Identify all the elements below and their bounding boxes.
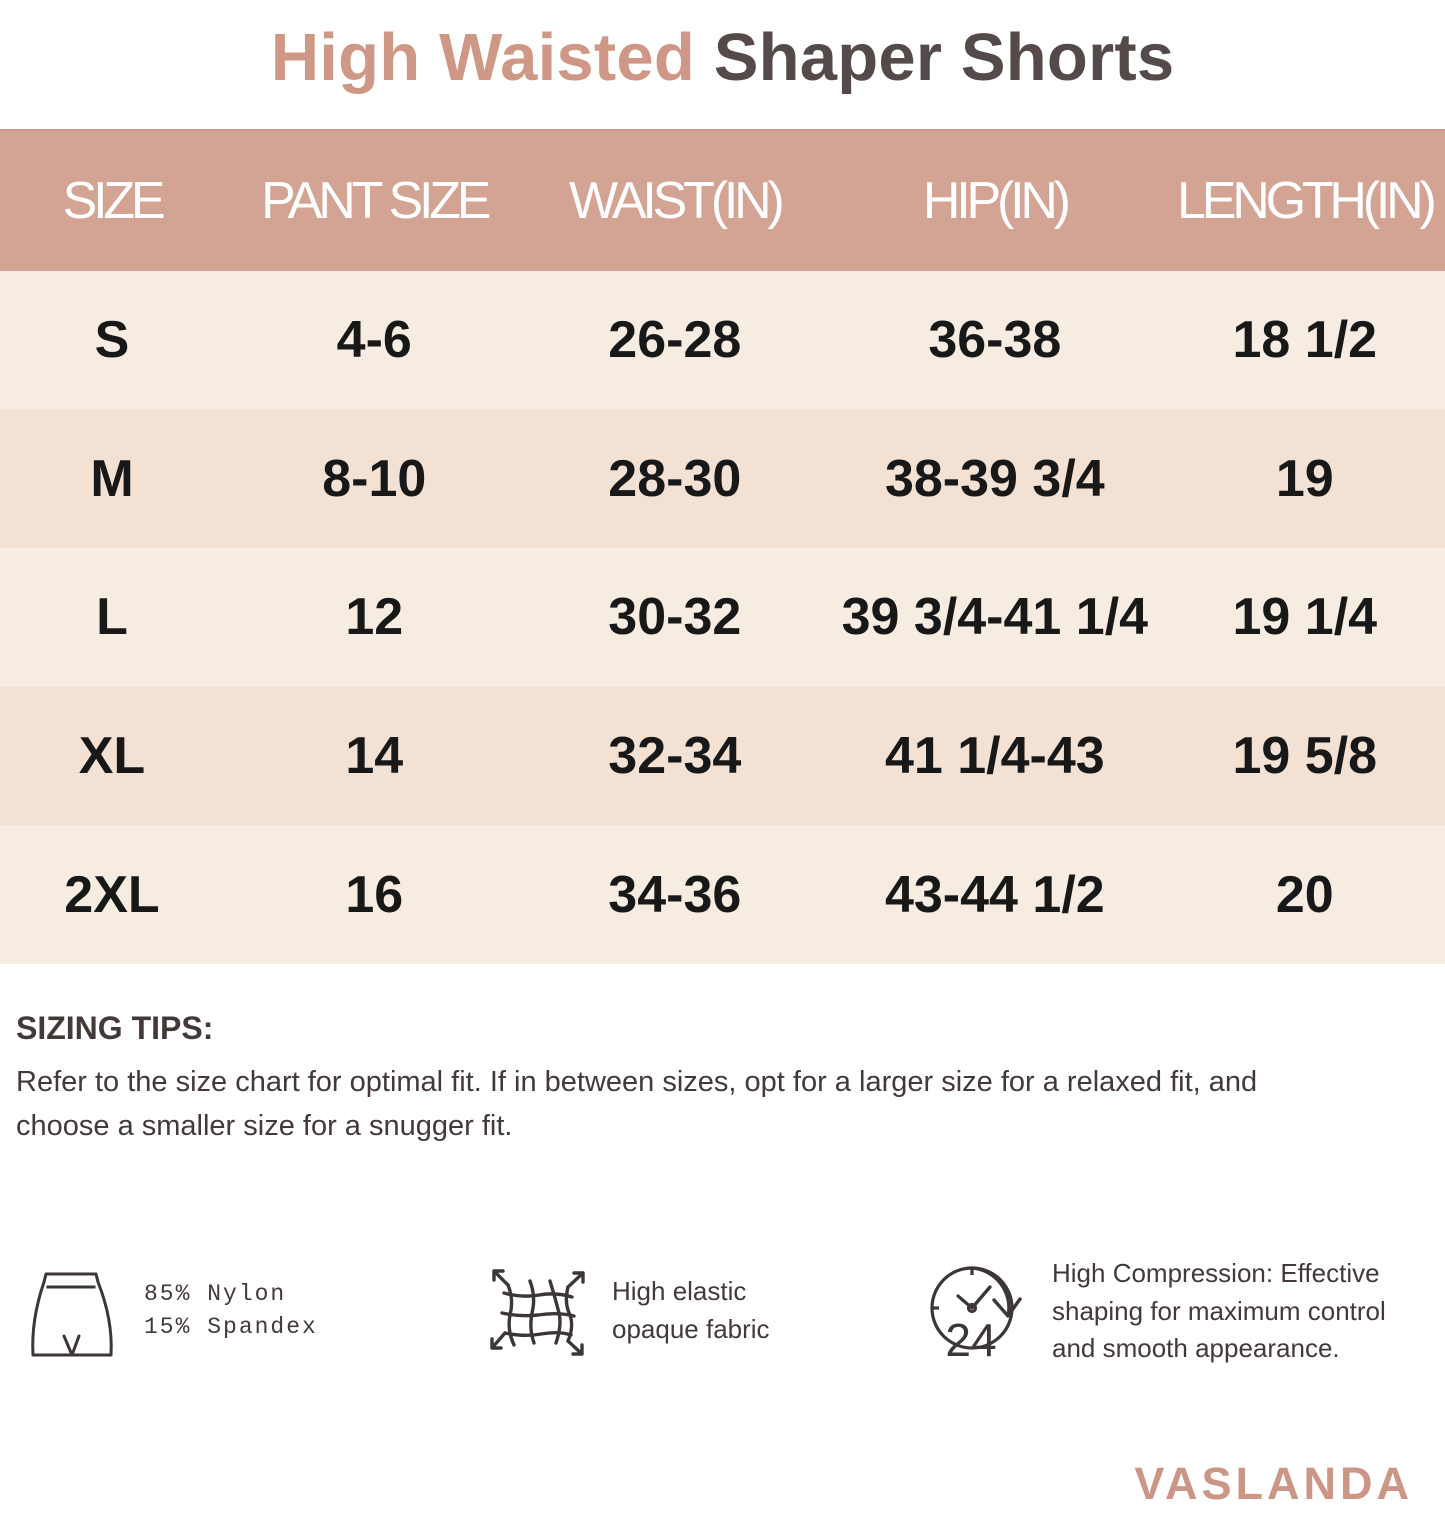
- svg-text:24: 24: [945, 1314, 996, 1366]
